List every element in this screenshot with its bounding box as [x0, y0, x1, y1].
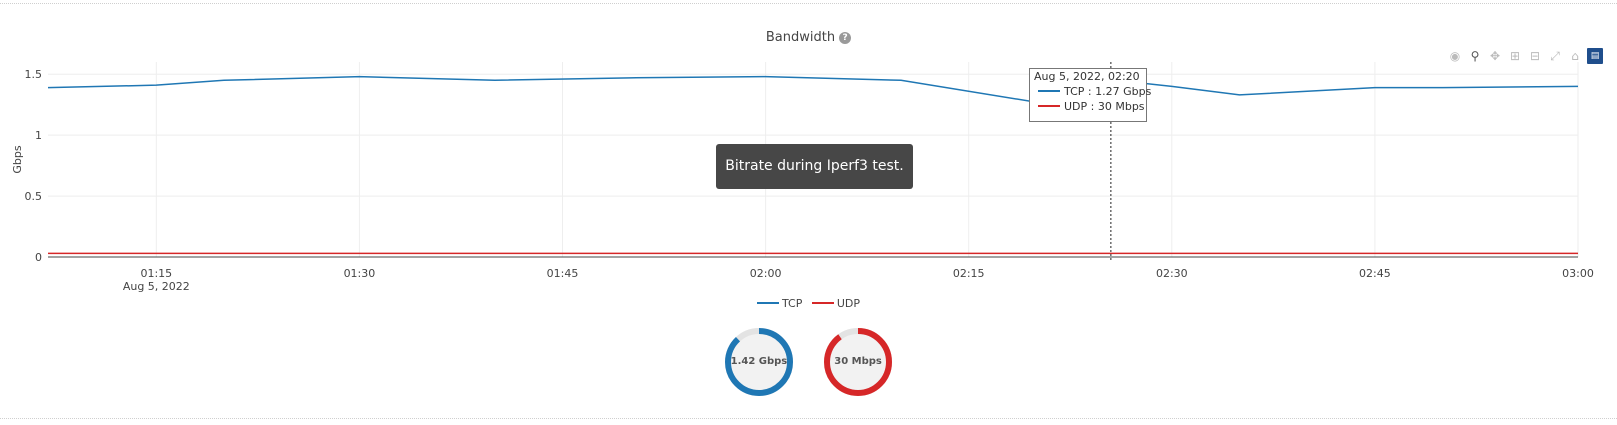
y-tick-label: 1.5	[25, 68, 43, 81]
hover-tcp-row: TCP : 1.27 Gbps	[1030, 84, 1151, 99]
x-axis-ticks: 01:15 01:30 01:45 02:00 02:15 02:30 02:45 03:00…	[123, 267, 1594, 293]
home-icon[interactable]: ⌂	[1571, 49, 1579, 63]
y-axis-ticks: 0 0.5 1 1.5	[25, 68, 43, 264]
y-tick-label: 1	[35, 129, 42, 142]
y-tick-label: 0.5	[25, 190, 43, 203]
zoom-icon[interactable]: ⚲	[1470, 49, 1480, 63]
legend-item-udp[interactable]: UDP	[811, 297, 861, 310]
bandwidth-chart[interactable]: 00.511.5 01:15 01:30 01:45 02:00 02:15 02:30 0…	[0, 0, 1617, 300]
x-tick-label: 02:00	[750, 267, 782, 280]
hover-udp-row: UDP : 30 Mbps	[1030, 99, 1146, 114]
top-divider	[0, 3, 1617, 4]
chart-icon[interactable]: ▤	[1587, 48, 1603, 64]
chart-series	[47, 75, 1579, 255]
legend-tcp-label: TCP	[781, 297, 803, 310]
gauge-udp-ring	[824, 328, 893, 396]
hover-label: Aug 5, 2022, 02:20 TCP : 1.27 Gbps UDP :…	[1029, 68, 1151, 122]
help-icon[interactable]: ?	[839, 32, 852, 44]
legend-tcp-swatch	[756, 302, 779, 304]
series-line-tcp	[47, 75, 1579, 103]
legend-udp-swatch	[811, 302, 834, 304]
x-tick-label: 02:45	[1359, 267, 1391, 280]
gauge-tcp-value: 1.42 Gbps	[730, 356, 788, 367]
gauges: 1.42 Gbps 30 Mbps	[0, 325, 1617, 403]
gauge-udp-arc	[824, 328, 893, 396]
chart-title: Bandwidth?	[0, 30, 1617, 45]
gauge-tcp: 1.42 Gbps	[722, 325, 796, 399]
hover-title: Aug 5, 2022, 02:20	[1034, 70, 1140, 83]
gauge-tcp-ring	[724, 328, 793, 396]
x-tick-label: 01:45	[547, 267, 579, 280]
hover-udp-value: UDP : 30 Mbps	[1064, 100, 1145, 113]
zoom-out-icon[interactable]: ⊟	[1529, 49, 1541, 63]
udp-swatch	[1038, 105, 1060, 107]
x-tick-sublabel: Aug 5, 2022	[123, 280, 190, 293]
x-tick-label: 02:30	[1156, 267, 1188, 280]
chart-grid	[48, 62, 1579, 258]
autoscale-icon[interactable]: ⤢	[1550, 49, 1560, 63]
bottom-divider	[0, 418, 1617, 419]
tcp-swatch	[1038, 90, 1060, 92]
x-tick-label: 03:00	[1562, 267, 1594, 280]
legend-udp-label: UDP	[836, 297, 861, 310]
y-axis-label: Gbps	[11, 145, 24, 173]
gauge-udp-value: 30 Mbps	[834, 356, 882, 367]
chart-legend: TCP UDP	[0, 297, 1617, 310]
y-tick-label: 0	[35, 251, 42, 264]
legend-item-tcp[interactable]: TCP	[756, 297, 803, 310]
gauge-udp: 30 Mbps	[821, 325, 895, 399]
gauge-tcp-arc	[724, 328, 793, 396]
x-tick-label: 01:15	[140, 267, 172, 280]
x-tick-label: 01:30	[344, 267, 376, 280]
hover-tcp-value: TCP : 1.27 Gbps	[1064, 85, 1152, 98]
x-tick-label: 02:15	[953, 267, 985, 280]
pan-icon[interactable]: ✥	[1489, 49, 1501, 63]
chart-title-text: Bandwidth	[765, 30, 836, 45]
camera-icon[interactable]: ◉	[1449, 49, 1461, 63]
zoom-in-icon[interactable]: ⊞	[1509, 49, 1521, 63]
info-tooltip: Bitrate during Iperf3 test.	[716, 144, 913, 189]
chart-toolbar: ◉ ⚲ ✥ ⊞ ⊟ ⤢ ⌂ ▤	[1447, 48, 1603, 64]
